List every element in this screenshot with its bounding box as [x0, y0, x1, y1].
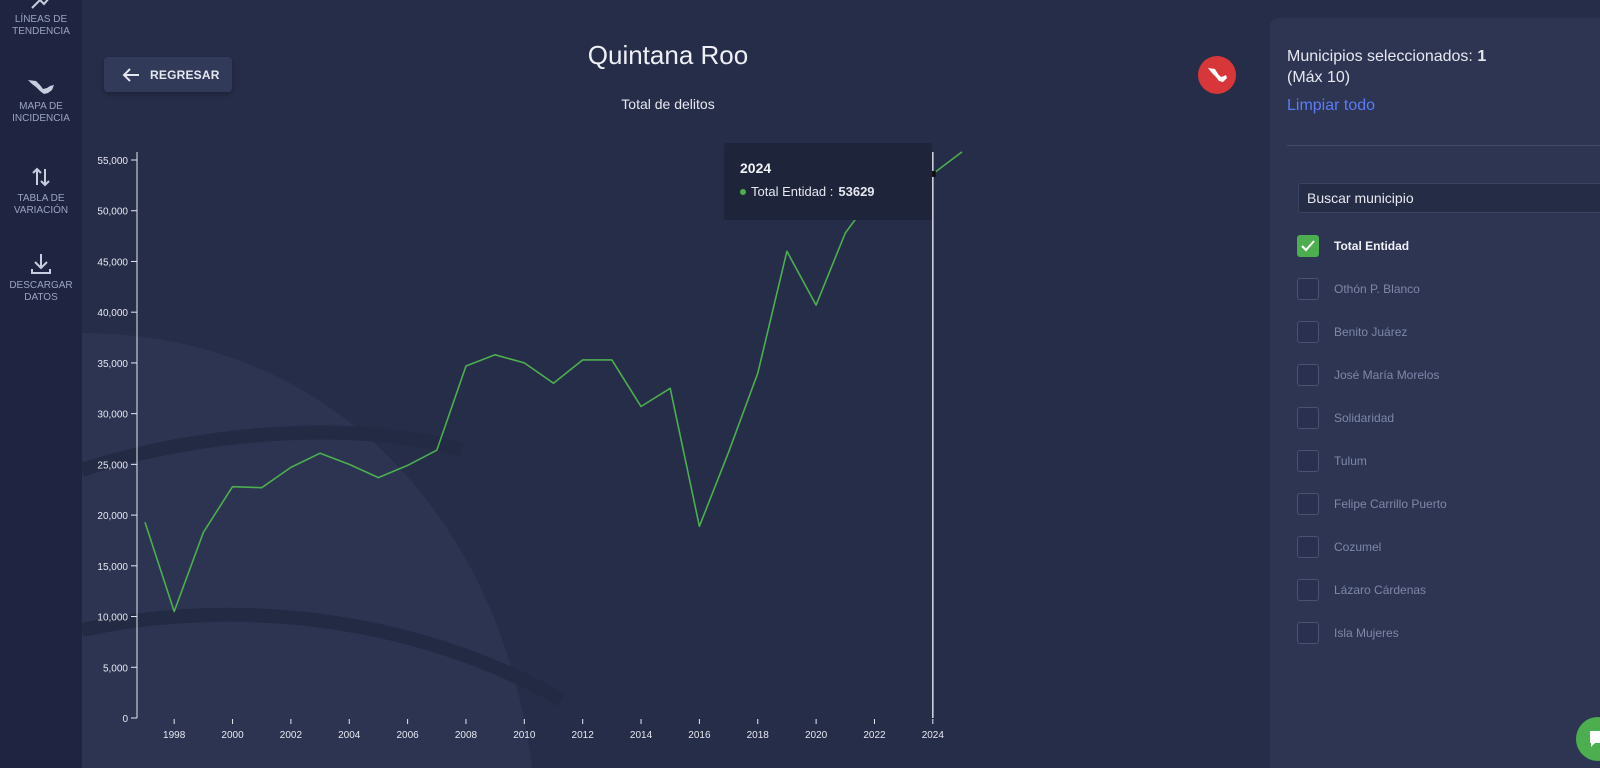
tooltip-series-line: Total Entidad : 53629	[740, 184, 916, 199]
x-tick-label: 2000	[221, 730, 244, 741]
back-button-label: REGRESAR	[150, 67, 220, 82]
x-tick-label: 2014	[630, 730, 653, 741]
x-tick-label: 2006	[396, 730, 419, 741]
list-item-label: Othón P. Blanco	[1334, 282, 1420, 296]
list-item-label: Isla Mujeres	[1334, 626, 1399, 640]
y-tick-label: 50,000	[97, 207, 128, 218]
sidebar-item-trend-lines[interactable]: LÍNEAS DE TENDENCIA	[0, 0, 82, 38]
clear-all-link[interactable]: Limpiar todo	[1287, 97, 1376, 114]
municipality-panel: Municipios seleccionados: 1 (Máx 10) Lim…	[1270, 18, 1600, 768]
list-item[interactable]: Solidaridad	[1297, 406, 1597, 430]
checkbox[interactable]	[1297, 235, 1319, 257]
y-tick-label: 15,000	[97, 562, 128, 573]
list-item-label: Tulum	[1334, 454, 1367, 468]
selected-label: Municipios seleccionados:	[1287, 48, 1473, 65]
y-tick-label: 25,000	[97, 460, 128, 471]
sidebar-item-label: MAPA DE INCIDENCIA	[12, 101, 70, 124]
search-box	[1298, 183, 1600, 213]
back-button[interactable]: REGRESAR	[104, 57, 232, 92]
list-item-label: Felipe Carrillo Puerto	[1334, 497, 1447, 511]
trend-lines-icon	[31, 0, 49, 9]
checkbox[interactable]	[1297, 493, 1319, 515]
background-decoration	[82, 333, 566, 768]
arrow-left-icon	[122, 67, 139, 82]
list-item[interactable]: Total Entidad	[1297, 234, 1597, 258]
series-color-dot	[740, 188, 746, 195]
checkbox[interactable]	[1297, 536, 1319, 558]
checkbox[interactable]	[1297, 450, 1319, 472]
tooltip-year: 2024	[740, 160, 772, 176]
tooltip-series-name: Total Entidad :	[751, 184, 834, 199]
sidebar-item-download-data[interactable]: DESCARGAR DATOS	[0, 252, 82, 304]
list-item-label: José María Morelos	[1334, 368, 1440, 382]
selected-count-text: Municipios seleccionados: 1 (Máx 10)	[1287, 46, 1486, 88]
y-tick-label: 20,000	[97, 511, 128, 522]
sidebar-item-label: DESCARGAR DATOS	[9, 280, 73, 303]
x-tick-label: 1998	[163, 730, 186, 741]
y-tick-label: 35,000	[97, 359, 128, 370]
chart-tooltip: 2024 Total Entidad : 53629	[724, 143, 932, 220]
sidebar-item-variation-table[interactable]: TABLA DE VARIACIÓN	[0, 165, 82, 217]
main-content: REGRESAR Quintana Roo Total de delitos 0…	[82, 0, 1254, 768]
list-item[interactable]: José María Morelos	[1297, 363, 1597, 387]
list-item[interactable]: Lázaro Cárdenas	[1297, 578, 1597, 602]
mexico-emblem-icon	[1198, 56, 1236, 94]
tooltip-value: 53629	[838, 184, 875, 199]
checkbox[interactable]	[1297, 364, 1319, 386]
up-down-arrows-icon	[32, 167, 50, 187]
x-tick-label: 2004	[338, 730, 361, 741]
list-item-label: Solidaridad	[1334, 411, 1395, 425]
x-tick-label: 2008	[455, 730, 478, 741]
line-chart: 0 5,000 10,000 15,000 20,000 25,000 30,000 35,0…	[97, 151, 963, 741]
x-tick-label: 2002	[280, 730, 303, 741]
checkbox[interactable]	[1297, 321, 1319, 343]
checkbox[interactable]	[1297, 579, 1319, 601]
selected-count: 1	[1477, 48, 1487, 65]
y-tick-label: 5,000	[103, 663, 128, 674]
list-item-label: Lázaro Cárdenas	[1334, 583, 1427, 597]
y-tick-label: 45,000	[97, 257, 128, 268]
x-tick-label: 2022	[863, 730, 886, 741]
checkbox[interactable]	[1297, 407, 1319, 429]
highlight-point	[929, 170, 936, 177]
y-tick-label: 55,000	[97, 156, 128, 167]
list-item[interactable]: Isla Mujeres	[1297, 621, 1597, 645]
x-tick-label: 2016	[688, 730, 711, 741]
y-tick-label: 30,000	[97, 410, 128, 421]
x-tick-label: 2010	[513, 730, 536, 741]
y-tick-label: 0	[122, 714, 128, 725]
x-tick-label: 2012	[572, 730, 595, 741]
series-line-total-entidad	[144, 151, 963, 613]
search-input[interactable]	[1299, 190, 1600, 206]
list-item[interactable]: Benito Juárez	[1297, 320, 1597, 344]
max-label: (Máx 10)	[1287, 69, 1351, 86]
download-icon	[31, 254, 51, 274]
list-item[interactable]: Felipe Carrillo Puerto	[1297, 492, 1597, 516]
sidebar-item-label: LÍNEAS DE TENDENCIA	[12, 14, 70, 37]
list-item[interactable]: Tulum	[1297, 449, 1597, 473]
list-item-label: Benito Juárez	[1334, 325, 1408, 339]
list-item[interactable]: Othón P. Blanco	[1297, 277, 1597, 301]
list-item[interactable]: Cozumel	[1297, 535, 1597, 559]
list-item-label: Cozumel	[1334, 540, 1382, 554]
list-item-label: Total Entidad	[1334, 239, 1410, 253]
y-tick-label: 10,000	[97, 613, 128, 624]
x-tick-label: 2018	[747, 730, 770, 741]
x-tick-label: 2020	[805, 730, 828, 741]
sidebar-item-incidence-map[interactable]: MAPA DE INCIDENCIA	[0, 77, 82, 125]
divider	[1287, 145, 1600, 146]
page-title: Quintana Roo	[587, 40, 749, 70]
sidebar-nav: LÍNEAS DE TENDENCIA MAPA DE INCIDENCIA T…	[0, 0, 82, 768]
chart-subtitle: Total de delitos	[621, 96, 715, 112]
chat-icon	[1590, 731, 1600, 747]
checkbox[interactable]	[1297, 278, 1319, 300]
sidebar-item-label: TABLA DE VARIACIÓN	[13, 193, 69, 216]
check-icon	[1301, 240, 1315, 252]
mexico-map-icon	[28, 80, 54, 94]
checkbox[interactable]	[1297, 622, 1319, 644]
x-tick-label: 2024	[922, 730, 945, 741]
y-tick-label: 40,000	[97, 308, 128, 319]
